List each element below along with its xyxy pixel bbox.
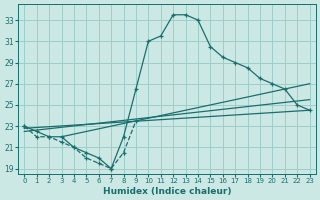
X-axis label: Humidex (Indice chaleur): Humidex (Indice chaleur) <box>103 187 231 196</box>
